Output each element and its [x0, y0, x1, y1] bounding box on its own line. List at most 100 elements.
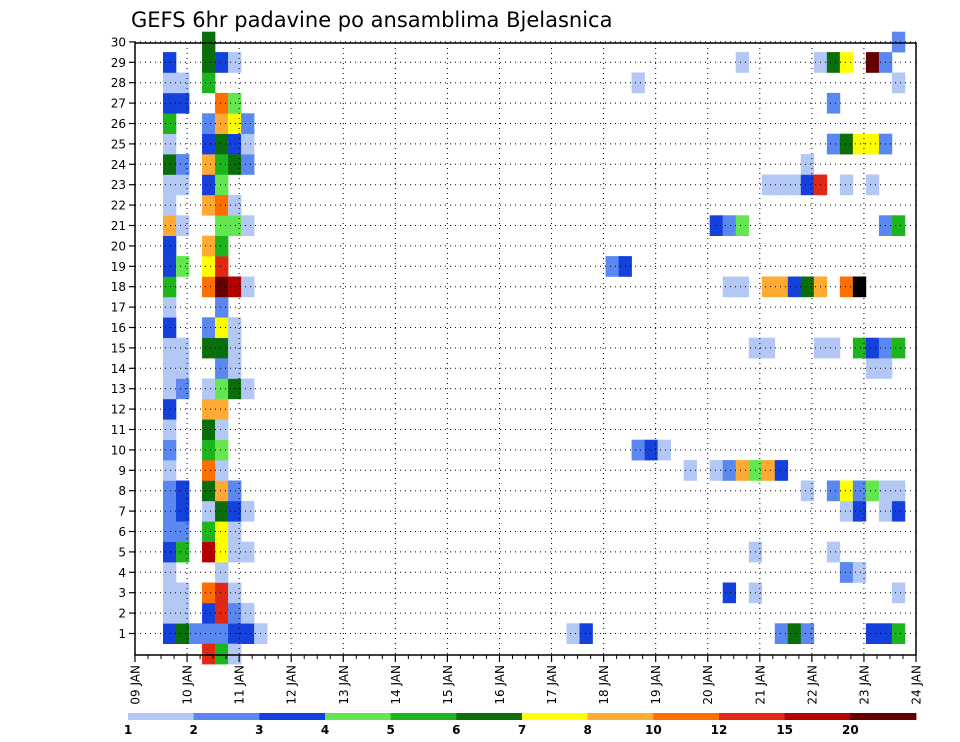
heatmap-cell — [176, 72, 190, 94]
heatmap-cell — [176, 582, 190, 604]
heatmap-cell — [579, 623, 593, 644]
heatmap-cell — [215, 256, 229, 277]
y-tick-label: 20 — [111, 239, 126, 253]
heatmap-cell — [891, 215, 906, 236]
heatmap-cell — [631, 72, 645, 94]
heatmap-cell — [202, 378, 216, 400]
colorbar-label: 7 — [518, 723, 526, 737]
heatmap-cell — [176, 337, 190, 359]
y-tick-label: 27 — [111, 97, 126, 111]
heatmap-cell — [202, 541, 216, 563]
heatmap-cell — [735, 215, 750, 236]
heatmap-cell — [631, 439, 645, 461]
y-tick-label: 7 — [118, 505, 126, 519]
heatmap-cell — [761, 337, 776, 359]
heatmap-cell — [163, 337, 177, 359]
heatmap-cell — [215, 337, 229, 359]
heatmap-cell — [163, 541, 177, 563]
heatmap-cell — [163, 480, 177, 502]
heatmap-cell — [202, 439, 216, 461]
heatmap-cell — [163, 419, 177, 440]
x-tick-label: 20 JAN — [701, 665, 715, 705]
heatmap-cell — [163, 276, 177, 298]
heatmap-cell — [202, 133, 216, 155]
heatmap-cell — [774, 276, 789, 298]
heatmap-cell — [215, 521, 229, 542]
heatmap-cell — [163, 52, 177, 73]
heatmap-cell — [215, 154, 229, 175]
heatmap-cell — [176, 500, 190, 522]
colorbar-swatch — [587, 713, 654, 720]
y-tick-label: 22 — [111, 199, 126, 213]
heatmap-cell — [176, 623, 190, 644]
heatmap-cell — [163, 133, 177, 155]
heatmap-cell — [241, 378, 255, 400]
heatmap-cell — [644, 439, 658, 461]
heatmap-cell — [865, 623, 880, 644]
heatmap-cell — [657, 439, 671, 461]
heatmap-cell — [865, 133, 880, 155]
y-tick-label: 8 — [118, 484, 126, 498]
heatmap-cell — [722, 582, 737, 604]
heatmap-cell — [215, 623, 229, 644]
heatmap-cell — [163, 92, 177, 114]
heatmap-cell — [215, 235, 229, 257]
heatmap-cell — [202, 460, 216, 481]
heatmap-cell — [215, 113, 229, 134]
heatmap-cell — [202, 623, 216, 644]
heatmap-cell — [228, 215, 242, 236]
y-tick-label: 17 — [111, 301, 126, 315]
x-tick-label: 09 JAN — [129, 665, 143, 705]
heatmap-cell — [865, 174, 880, 196]
colorbar-swatch — [325, 713, 392, 720]
heatmap-cell — [202, 256, 216, 277]
x-tick-label: 10 JAN — [181, 665, 195, 705]
heatmap-cell — [202, 194, 216, 216]
heatmap-cell — [215, 541, 229, 563]
heatmap-cell — [176, 378, 190, 400]
heatmap-cell — [241, 276, 255, 298]
heatmap-cell — [891, 480, 906, 502]
heatmap-cell — [163, 582, 177, 604]
x-tick-label: 11 JAN — [233, 665, 247, 705]
heatmap-cell — [241, 215, 255, 236]
y-tick-label: 13 — [111, 382, 126, 396]
heatmap-cell — [865, 480, 880, 502]
heatmap-cell — [800, 276, 815, 298]
x-tick-label: 14 JAN — [389, 665, 403, 705]
heatmap-cell — [215, 358, 229, 379]
heatmap-cell — [891, 623, 906, 644]
heatmap-cell — [163, 623, 177, 644]
y-tick-label: 10 — [111, 443, 126, 457]
y-tick-label: 29 — [111, 56, 126, 70]
heatmap-cell — [215, 398, 229, 420]
colorbar-swatch — [522, 713, 589, 720]
y-tick-label: 23 — [111, 178, 126, 192]
x-tick-label: 23 JAN — [857, 665, 871, 705]
heatmap-cell — [202, 337, 216, 359]
heatmap-cell — [215, 419, 229, 440]
heatmap-cell — [800, 480, 815, 502]
heatmap-cell — [163, 398, 177, 420]
heatmap-cell — [176, 541, 190, 563]
colorbar-swatch — [719, 713, 786, 720]
heatmap-cell — [566, 623, 580, 644]
heatmap-cell — [215, 317, 229, 338]
heatmap-cell — [722, 460, 737, 481]
heatmap-cell — [865, 337, 880, 359]
heatmap-cell — [176, 92, 190, 114]
colorbar-swatch — [128, 713, 195, 720]
y-tick-label: 25 — [111, 137, 126, 151]
x-tick-label: 22 JAN — [805, 665, 819, 705]
colorbar-swatch — [653, 713, 720, 720]
heatmap-cell — [163, 460, 177, 481]
y-tick-label: 16 — [111, 321, 126, 335]
chart-title: GEFS 6hr padavine po ansamblima Bjelasni… — [131, 8, 612, 32]
heatmap-cell — [215, 296, 229, 318]
heatmap-cell — [774, 623, 789, 644]
x-tick-label: 24 JAN — [910, 665, 924, 705]
heatmap-cell — [800, 623, 815, 644]
heatmap-cell — [241, 500, 255, 522]
colorbar-label: 8 — [583, 723, 591, 737]
